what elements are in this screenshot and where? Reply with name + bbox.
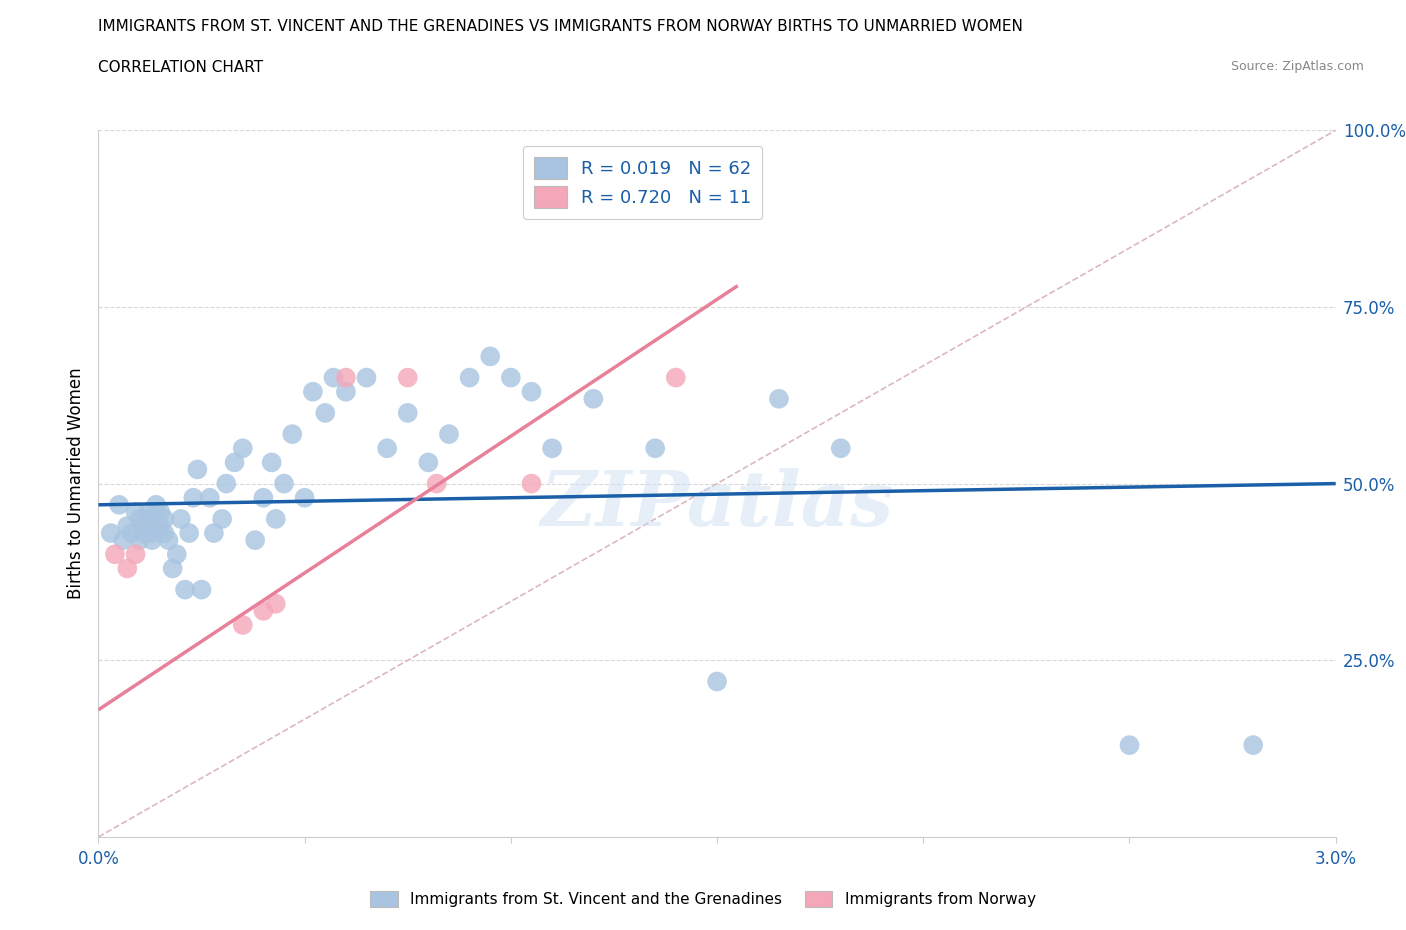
Point xyxy=(120,525,142,540)
Legend: R = 0.019   N = 62, R = 0.720   N = 11: R = 0.019 N = 62, R = 0.720 N = 11 xyxy=(523,146,762,219)
Point xyxy=(198,490,221,505)
Point xyxy=(520,476,543,491)
Point xyxy=(145,498,167,512)
Point xyxy=(458,370,481,385)
Point xyxy=(541,441,564,456)
Point xyxy=(215,476,238,491)
Point xyxy=(396,370,419,385)
Point xyxy=(1241,737,1264,752)
Point xyxy=(112,533,135,548)
Point xyxy=(186,462,208,477)
Point xyxy=(153,525,176,540)
Point xyxy=(141,533,163,548)
Point xyxy=(124,504,146,519)
Point xyxy=(117,561,139,576)
Point xyxy=(190,582,212,597)
Point xyxy=(665,370,688,385)
Point xyxy=(232,441,254,456)
Point xyxy=(132,525,155,540)
Point xyxy=(174,582,197,597)
Text: CORRELATION CHART: CORRELATION CHART xyxy=(98,60,263,75)
Point xyxy=(335,384,357,399)
Point xyxy=(520,384,543,399)
Point xyxy=(181,490,204,505)
Point xyxy=(166,547,188,562)
Point xyxy=(375,441,398,456)
Point xyxy=(202,525,225,540)
Point xyxy=(335,370,357,385)
Point xyxy=(314,405,336,420)
Point xyxy=(302,384,325,399)
Point xyxy=(426,476,449,491)
Point xyxy=(281,427,304,442)
Text: ZIPatlas: ZIPatlas xyxy=(540,468,894,542)
Point xyxy=(260,455,283,470)
Text: Source: ZipAtlas.com: Source: ZipAtlas.com xyxy=(1230,60,1364,73)
Point xyxy=(706,674,728,689)
Legend: Immigrants from St. Vincent and the Grenadines, Immigrants from Norway: Immigrants from St. Vincent and the Gren… xyxy=(364,884,1042,913)
Text: IMMIGRANTS FROM ST. VINCENT AND THE GRENADINES VS IMMIGRANTS FROM NORWAY BIRTHS : IMMIGRANTS FROM ST. VINCENT AND THE GREN… xyxy=(98,19,1024,33)
Point xyxy=(100,525,122,540)
Point xyxy=(830,441,852,456)
Point xyxy=(437,427,460,442)
Point xyxy=(232,618,254,632)
Point xyxy=(117,519,139,534)
Point xyxy=(294,490,316,505)
Point xyxy=(252,604,274,618)
Point xyxy=(273,476,295,491)
Point xyxy=(141,525,163,540)
Point xyxy=(582,392,605,406)
Point xyxy=(124,547,146,562)
Point xyxy=(252,490,274,505)
Point xyxy=(128,533,150,548)
Point xyxy=(179,525,201,540)
Point xyxy=(149,519,172,534)
Point xyxy=(108,498,131,512)
Point xyxy=(162,561,184,576)
Point xyxy=(243,533,266,548)
Point xyxy=(479,349,502,364)
Point xyxy=(128,512,150,526)
Point xyxy=(157,533,180,548)
Point xyxy=(136,504,159,519)
Point xyxy=(418,455,440,470)
Point xyxy=(153,512,176,526)
Point xyxy=(132,519,155,534)
Point xyxy=(322,370,344,385)
Point xyxy=(644,441,666,456)
Point xyxy=(149,504,172,519)
Point xyxy=(136,512,159,526)
Point xyxy=(768,392,790,406)
Point xyxy=(211,512,233,526)
Point xyxy=(264,512,287,526)
Point xyxy=(224,455,246,470)
Point xyxy=(356,370,378,385)
Point xyxy=(264,596,287,611)
Point xyxy=(499,370,522,385)
Point xyxy=(104,547,127,562)
Point xyxy=(170,512,193,526)
Point xyxy=(396,405,419,420)
Point xyxy=(1118,737,1140,752)
Y-axis label: Births to Unmarried Women: Births to Unmarried Women xyxy=(66,367,84,600)
